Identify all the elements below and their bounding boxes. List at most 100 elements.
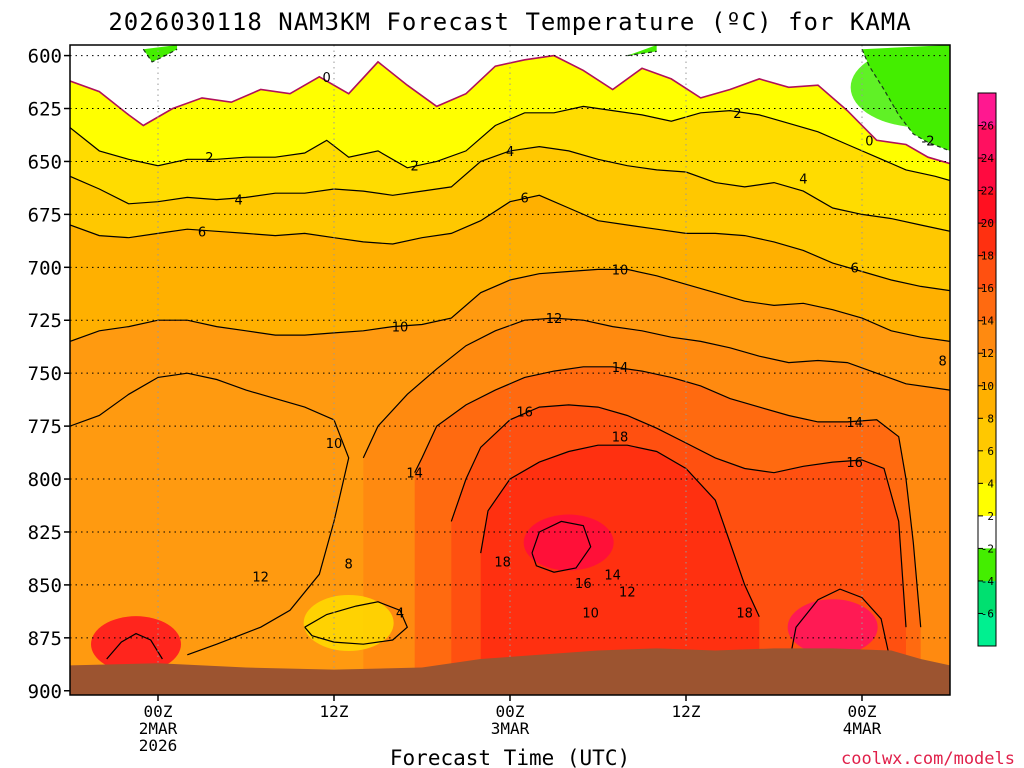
colorbar-label: 14 (981, 315, 995, 328)
colorbar-label: 8 (987, 412, 994, 425)
colorbar-cell (978, 548, 996, 582)
colorbar-label: 18 (981, 250, 994, 263)
contour-label: 16 (516, 405, 533, 420)
contour-label: 2 (733, 107, 741, 122)
y-tick-label: 600 (28, 46, 62, 68)
contour-label: 6 (198, 225, 206, 240)
contour-labels: 0 0 2 2 2 -2 4 4 4 6 6 6 10 10 10 10 12 12 12 14 14 14 14 16 16 1… (198, 71, 947, 622)
colorbar-cell (978, 158, 996, 192)
region-hot-core-2mar (91, 616, 181, 673)
colorbar-cell (978, 288, 996, 322)
plot-area: 0 0 2 2 2 -2 4 4 4 6 6 6 10 10 10 10 12 12 12 14 14 14 14 16 16 1… (70, 45, 950, 695)
y-tick-label: 825 (28, 522, 62, 544)
contour-label: 18 (612, 431, 629, 446)
contour-label: 12 (619, 585, 636, 600)
colorbar-label: 6 (987, 445, 994, 458)
colorbar-cell (978, 450, 996, 484)
band-fill (480, 445, 760, 691)
contour-label: 18 (494, 556, 511, 571)
contour-label: 16 (846, 456, 863, 471)
contour-label: 6 (521, 191, 529, 206)
contour-label: 2 (205, 151, 213, 166)
contour-label: 0 (865, 134, 873, 149)
y-tick-label: 650 (28, 151, 62, 173)
contour-label: 10 (392, 321, 409, 336)
colorbar-cell (978, 93, 996, 127)
y-tick-label: 775 (28, 416, 62, 438)
colorbar-cell (978, 515, 996, 549)
y-tick-label: 700 (28, 257, 62, 279)
ground-terrain (70, 648, 950, 695)
x-tick-label: 00Z (144, 702, 173, 721)
x-tick-label: 3MAR (491, 719, 530, 738)
colorbar-cell (978, 125, 996, 159)
colorbar-label: 26 (981, 120, 994, 133)
x-tick-label: 2026 (139, 736, 178, 755)
contour-label: -2 (922, 134, 935, 149)
y-tick-label: 850 (28, 575, 62, 597)
contour-label: 12 (546, 312, 563, 327)
grid-lines (70, 45, 950, 695)
contour-line-4 (304, 601, 409, 645)
contour-line--2 (627, 50, 657, 57)
contour-label: 14 (604, 568, 621, 583)
y-tick-label: 725 (28, 310, 62, 332)
colorbar-cell (978, 320, 996, 354)
colorbar-label: -2 (981, 542, 994, 555)
x-tick-label: 00Z (848, 702, 877, 721)
contour-label: 4 (235, 194, 243, 209)
contour-label: 8 (345, 558, 353, 573)
colorbar-label: 12 (981, 347, 994, 360)
y-tick-label: 875 (28, 628, 62, 650)
colorbar-label: 4 (987, 477, 994, 490)
colorbar-cell (978, 353, 996, 387)
contour-label: 14 (846, 416, 863, 431)
colorbar-label: 20 (981, 217, 994, 230)
colorbar-cell (978, 483, 996, 517)
contour-label: 12 (252, 570, 269, 585)
colorbar-frame (977, 92, 997, 647)
band-fill (70, 45, 950, 164)
contour-line-10 (70, 268, 950, 342)
contour-label: 14 (612, 361, 629, 376)
contour-line-22 (531, 520, 592, 573)
y-tick-label: 675 (28, 204, 62, 226)
y-tick-label: 800 (28, 469, 62, 491)
colorbar-label: 24 (981, 152, 995, 165)
contour-label: 4 (506, 145, 514, 160)
y-tick-label: 750 (28, 363, 62, 385)
colorbar-cell (978, 418, 996, 452)
contour-label: 4 (396, 606, 404, 621)
colorbar-cell (978, 255, 996, 289)
contour-label: 10 (582, 606, 599, 621)
x-tick-label: 12Z (320, 702, 349, 721)
contour-label: 18 (736, 606, 753, 621)
colorbar-cell (978, 613, 996, 647)
colorbar-label: 2 (987, 510, 994, 523)
colorbar-label: 22 (981, 185, 994, 198)
contour-line-22 (788, 588, 892, 666)
colorbar-label: 10 (981, 380, 994, 393)
contour-line-20 (106, 632, 163, 660)
colorbar-cell (978, 385, 996, 419)
x-tick-label: 4MAR (843, 719, 882, 738)
colorbar-cell (978, 223, 996, 257)
x-axis-label: Forecast Time (UTC) (390, 746, 630, 768)
cold-fill (143, 45, 178, 62)
contour-label: 10 (326, 437, 343, 452)
cold-fill (627, 45, 657, 56)
region-cool-pocket (303, 595, 394, 652)
contour-line-6 (70, 194, 950, 292)
y-tick-label: 625 (28, 99, 62, 121)
contour-label: 6 (851, 261, 859, 276)
temperature-regions (91, 45, 950, 673)
colorbar-label: 16 (981, 282, 994, 295)
contour-line-8 (70, 372, 350, 656)
contour-label: 0 (323, 71, 331, 86)
region-hot-core-4mar (787, 599, 878, 656)
colorbar-label: -6 (981, 607, 994, 620)
credit-text[interactable]: coolwx.com/models (841, 749, 1015, 768)
contour-label: 14 (406, 467, 423, 482)
